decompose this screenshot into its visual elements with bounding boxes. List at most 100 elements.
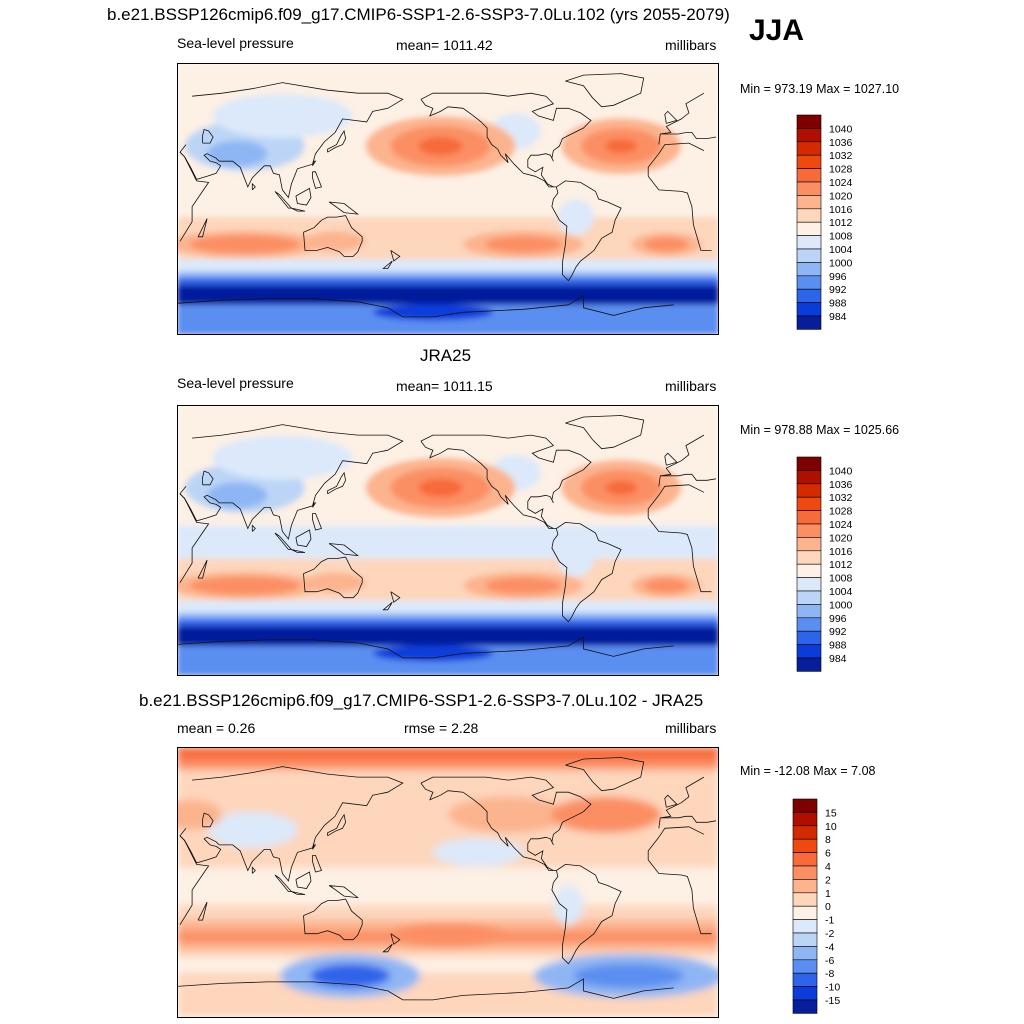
sp-positive [388, 923, 508, 948]
coastlines [177, 415, 717, 659]
na-positive [448, 796, 569, 833]
panel2-colorbar-swatch [796, 483, 822, 498]
coastline [291, 207, 306, 212]
panel1-colorbar-level-label: 1032 [829, 150, 853, 162]
trough-core [177, 630, 719, 640]
pressure-field [177, 405, 719, 676]
panel1-colorbar-swatch [796, 208, 822, 223]
coastline [251, 182, 256, 191]
panel3-colorbar-level-label: -1 [825, 915, 834, 927]
panel3-colorbar-level-label: 8 [825, 834, 831, 846]
coastline [664, 110, 678, 124]
coastline [312, 160, 317, 167]
panel1-colorbar-swatch [796, 221, 822, 236]
coastline [551, 521, 622, 623]
north-pacific-high-core [418, 478, 463, 497]
coastline [382, 601, 393, 611]
europe-positive [177, 799, 223, 830]
panel1-colorbar-level-label: 1036 [829, 137, 853, 149]
coastline [664, 452, 678, 466]
coastline [177, 978, 674, 1001]
panel1-colorbar-level-label: 996 [829, 271, 847, 283]
panel3-title: b.e21.BSSP126cmip6.f09_g17.CMIP6-SSP1-2.… [139, 691, 704, 710]
antarctic-neg-a-core [310, 963, 391, 988]
panel1-colorbar-swatch [796, 315, 822, 330]
panel3-colorbar-level-label: -10 [825, 982, 840, 994]
coastline [184, 156, 197, 180]
coastline [312, 855, 323, 873]
coastline [565, 415, 645, 450]
coastline [291, 891, 306, 895]
coastline [312, 513, 323, 531]
trough-core [177, 289, 719, 299]
panel2-colorbar-swatch [796, 644, 822, 659]
panel2-colorbar-swatch [796, 630, 822, 645]
coastline [390, 250, 401, 262]
panel2-colorbar-level-label: 1024 [829, 519, 853, 531]
panel1-map [177, 63, 719, 335]
siberia-low [212, 435, 353, 480]
panel1-colorbar-swatch [796, 181, 822, 196]
coastline [328, 543, 360, 557]
band-52s [177, 271, 719, 278]
sa-high [644, 237, 689, 252]
coastline [179, 424, 717, 540]
antarctic-neg-b-core [573, 963, 684, 988]
panel3-colorbar-swatch [792, 838, 818, 853]
panel1-colorbar-level-label: 1004 [829, 244, 853, 256]
coastline [177, 294, 674, 318]
coastline [197, 559, 208, 579]
panel1-colorbar-level-label: 1012 [829, 217, 853, 229]
coastline [303, 898, 363, 941]
panel2-colorbar-swatch [796, 550, 822, 565]
panel2-colorbar-level-label: 1028 [829, 506, 853, 518]
indian-high [189, 235, 300, 254]
coastline [328, 885, 360, 899]
panel2-colorbar-swatch [796, 523, 822, 538]
panel2-colorbar-level-label: 1036 [829, 479, 853, 491]
pressure-field [177, 63, 719, 335]
panel1-colorbar-swatch [796, 275, 822, 290]
panel3-units: millibars [665, 720, 717, 736]
coastline [274, 191, 293, 209]
coastline [177, 636, 674, 659]
asian-low-core [207, 140, 268, 167]
coastline [312, 171, 323, 189]
panel2-colorbar-swatch [796, 470, 822, 485]
panel3-colorbar-level-label: -2 [825, 928, 834, 940]
panel3-colorbar-swatch [792, 999, 818, 1014]
panel3-colorbar-swatch [792, 932, 818, 947]
panel1-colorbar-level-label: 1028 [829, 164, 853, 176]
coastline [420, 92, 592, 188]
north-pacific-high-core [418, 137, 463, 156]
panel2-colorbar-swatch [796, 657, 822, 672]
panel2-colorbar-level-label: 988 [829, 640, 847, 652]
panel2-colorbar-level-label: 1008 [829, 573, 853, 585]
panel2-colorbar-swatch [796, 456, 822, 471]
coastline [327, 813, 347, 837]
panel1-colorbar-swatch [796, 262, 822, 277]
coastline [565, 757, 645, 792]
panel3-colorbar-level-label: 10 [825, 821, 837, 833]
panel2-colorbar-swatch [796, 563, 822, 578]
coastline [420, 776, 592, 871]
coastlines [177, 73, 717, 318]
coastline [274, 874, 293, 892]
panel3-mean: mean = 0.26 [177, 720, 256, 736]
andes-neg [553, 885, 584, 926]
panel2-colorbar-level-label: 1012 [829, 559, 853, 571]
indian-high [189, 576, 300, 595]
atlantic-positive [551, 796, 662, 833]
panel1-colorbar-level-label: 992 [829, 284, 847, 296]
coastline [312, 502, 317, 508]
panel3-map [177, 747, 719, 1018]
panel1-colorbar-level-label: 984 [829, 311, 847, 323]
panel1-colorbar-level-label: 988 [829, 298, 847, 310]
panel2-units: millibars [665, 378, 717, 394]
ross-low [372, 304, 493, 321]
panel3-colorbar-level-label: -15 [825, 995, 840, 1007]
coastline [295, 529, 312, 547]
panel1-mean: mean= 1011.42 [396, 37, 493, 53]
